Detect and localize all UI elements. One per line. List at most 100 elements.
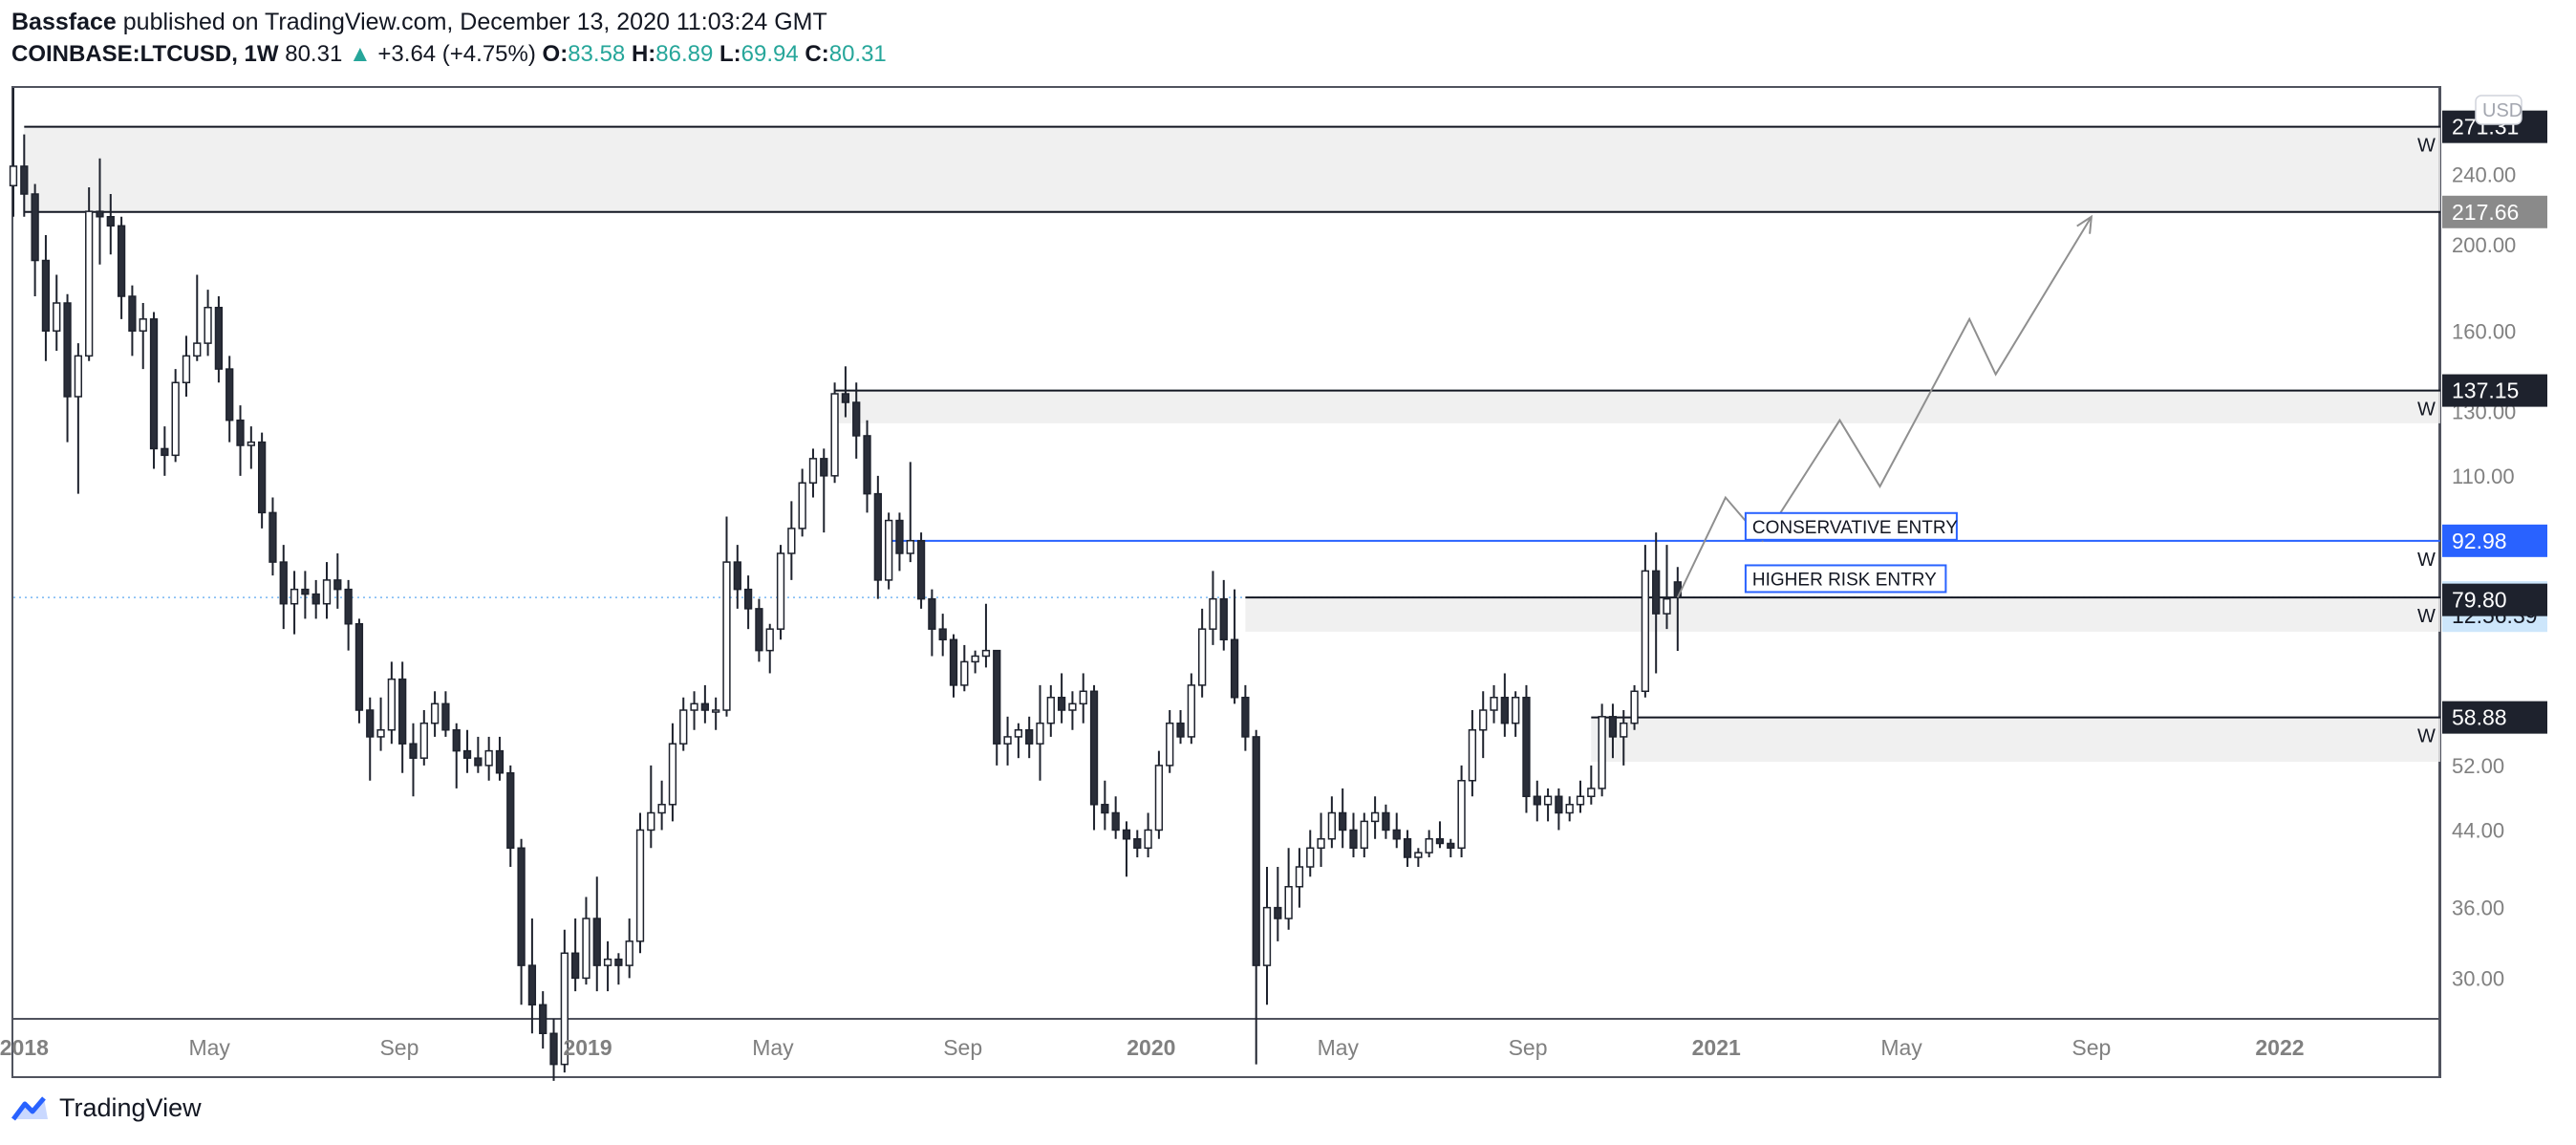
candle-up bbox=[1565, 804, 1574, 814]
x-tick-label: May bbox=[752, 1035, 794, 1060]
symbol-label[interactable]: COINBASE:LTCUSD, 1W bbox=[11, 41, 279, 67]
price-axis-label-box bbox=[2442, 583, 2547, 616]
candle-up bbox=[182, 355, 191, 384]
candle-down bbox=[41, 259, 51, 333]
zone-label: W bbox=[2417, 136, 2436, 157]
close-label: C: bbox=[805, 41, 829, 67]
hline-label: W bbox=[2417, 550, 2436, 571]
candle-down bbox=[1533, 795, 1541, 806]
candle-up bbox=[668, 743, 677, 806]
candle-up bbox=[387, 678, 397, 731]
candle-down bbox=[506, 771, 515, 850]
candle-up bbox=[1014, 729, 1023, 738]
candle-down bbox=[268, 511, 277, 563]
zone-label: W bbox=[2417, 606, 2436, 627]
candle-up bbox=[430, 702, 440, 724]
candle-down bbox=[311, 593, 320, 605]
open-label: O: bbox=[542, 41, 569, 67]
candle-up bbox=[971, 655, 979, 663]
candle-down bbox=[852, 401, 861, 437]
candle-up bbox=[1630, 690, 1639, 724]
x-tick-label: 2018 bbox=[0, 1035, 49, 1060]
candle-up bbox=[603, 958, 612, 966]
candle-down bbox=[895, 519, 904, 554]
candle-down bbox=[570, 952, 580, 980]
candle-up bbox=[635, 829, 645, 942]
candle-up bbox=[74, 355, 83, 398]
candle-up bbox=[1370, 811, 1380, 823]
candle-down bbox=[1447, 842, 1455, 850]
candle-down bbox=[928, 597, 936, 630]
candle-down bbox=[474, 757, 483, 767]
candle-down bbox=[1176, 722, 1185, 738]
candle-down bbox=[63, 302, 72, 398]
candle-down bbox=[873, 492, 882, 581]
candle-down bbox=[916, 539, 926, 600]
candle-down bbox=[441, 702, 450, 731]
candle-up bbox=[1479, 709, 1488, 731]
candle-up bbox=[290, 588, 299, 605]
price-axis-label: 79.80 bbox=[2452, 588, 2507, 613]
y-tick-label: 36.00 bbox=[2452, 897, 2504, 920]
candle-up bbox=[808, 458, 818, 485]
candle-down bbox=[225, 368, 234, 421]
price-axis-label-box bbox=[2442, 524, 2547, 557]
x-tick-label: May bbox=[1318, 1035, 1360, 1060]
low-label: L: bbox=[719, 41, 741, 67]
candle-up bbox=[1425, 838, 1433, 853]
tradingview-brand[interactable]: TradingView bbox=[59, 1093, 202, 1122]
candle-up bbox=[647, 811, 655, 832]
candle-down bbox=[354, 622, 364, 711]
candle-down bbox=[592, 918, 601, 966]
y-tick-label: 200.00 bbox=[2452, 233, 2516, 257]
candle-down bbox=[1133, 838, 1142, 850]
candle-down bbox=[236, 419, 245, 446]
candle-down bbox=[409, 743, 418, 759]
ohlc-legend: COINBASE:LTCUSD, 1W 80.31 ▲ +3.64 (+4.75… bbox=[11, 38, 887, 71]
candle-down bbox=[462, 749, 472, 759]
candle-down bbox=[1349, 829, 1358, 850]
candle-up bbox=[679, 709, 688, 745]
candle-down bbox=[31, 193, 39, 262]
candle-up bbox=[1512, 696, 1520, 724]
candle-up bbox=[1144, 829, 1152, 850]
open-value: 83.58 bbox=[568, 41, 626, 67]
close-value: 80.31 bbox=[828, 41, 887, 67]
x-tick-label: 2021 bbox=[1692, 1035, 1741, 1060]
x-tick-label: 2022 bbox=[2255, 1035, 2304, 1060]
candle-up bbox=[1262, 906, 1272, 966]
candle-up bbox=[690, 702, 698, 711]
x-tick-label: Sep bbox=[943, 1035, 982, 1060]
candle-down bbox=[527, 964, 537, 1006]
candle-up bbox=[787, 528, 796, 554]
candle-down bbox=[279, 561, 288, 605]
candle-down bbox=[452, 729, 461, 752]
candle-down bbox=[1057, 696, 1066, 711]
candle-up bbox=[53, 302, 61, 333]
candle-up bbox=[204, 306, 212, 344]
zone-fill bbox=[1245, 597, 2440, 632]
annotation-box bbox=[1744, 564, 1947, 594]
candle-up bbox=[1598, 716, 1606, 789]
candle-up bbox=[1068, 702, 1077, 711]
candle-down bbox=[1339, 811, 1347, 832]
candle-up bbox=[798, 482, 806, 529]
footer: TradingView bbox=[11, 1093, 202, 1123]
candle-down bbox=[733, 561, 741, 591]
candle-up bbox=[722, 561, 731, 711]
candle-down bbox=[1382, 811, 1390, 832]
candle-up bbox=[1003, 736, 1012, 745]
tradingview-logo-icon bbox=[11, 1095, 48, 1120]
candle-down bbox=[1435, 838, 1445, 845]
candle-up bbox=[1663, 597, 1671, 615]
candle-down bbox=[700, 702, 710, 711]
candle-up bbox=[1576, 795, 1585, 806]
candle-down bbox=[96, 210, 104, 218]
candle-down bbox=[1274, 906, 1282, 919]
candle-down bbox=[333, 579, 342, 591]
y-tick-label: 110.00 bbox=[2452, 464, 2515, 488]
price-axis-label: 217.66 bbox=[2452, 200, 2519, 225]
author-name[interactable]: Bassface bbox=[11, 9, 117, 35]
price-axis-label-box bbox=[2442, 701, 2547, 734]
